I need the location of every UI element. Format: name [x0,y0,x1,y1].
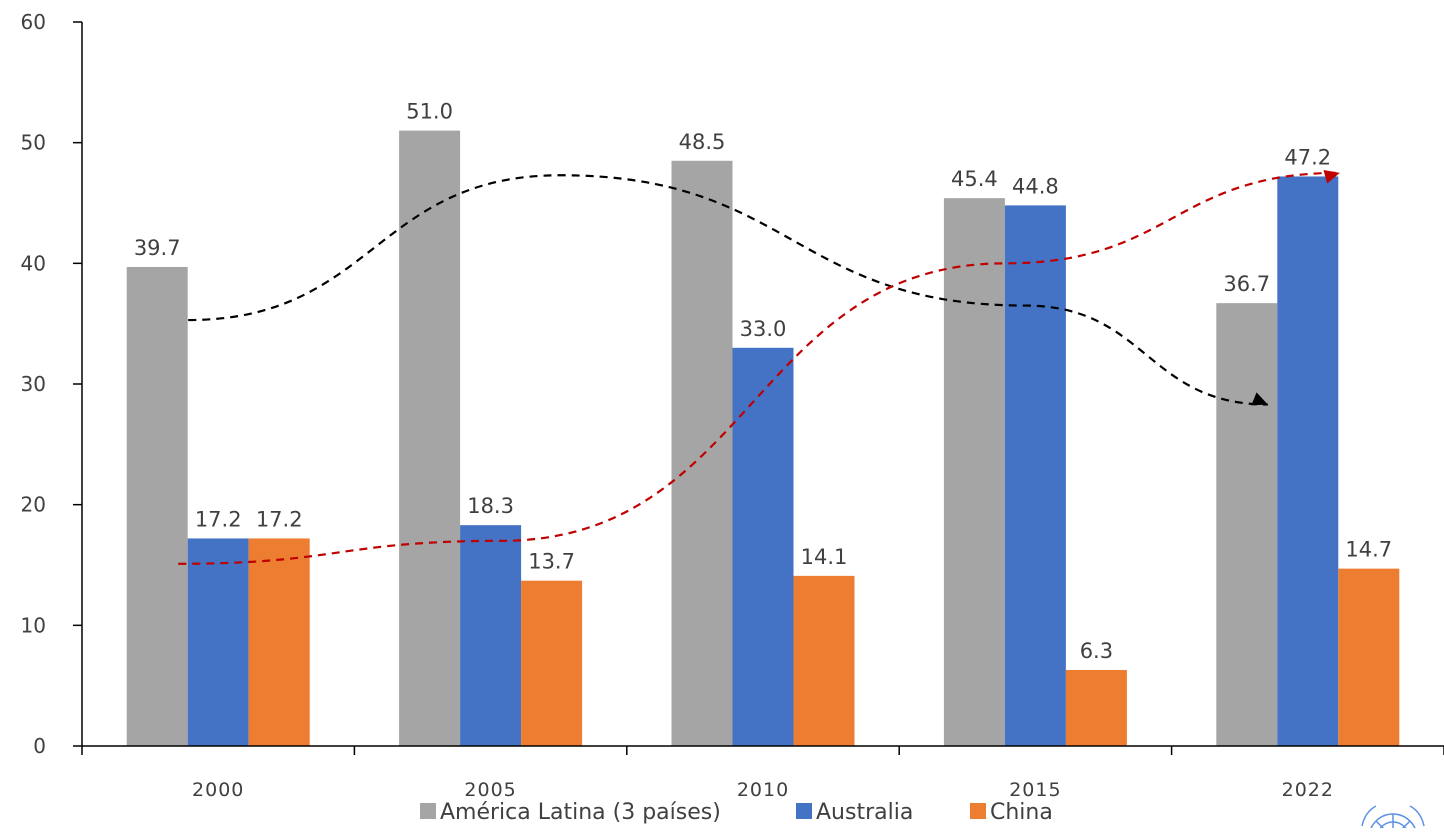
bar [1216,303,1278,746]
bar [1338,568,1400,746]
legend-swatch [970,803,986,819]
un-emblem-icon [1361,805,1425,828]
data-label: 39.7 [134,236,181,260]
data-label: 51.0 [406,100,453,124]
bar [1277,176,1339,746]
data-label: 48.5 [679,130,726,154]
y-tick-label: 20 [21,493,46,517]
legend-label: Australia [816,800,913,825]
y-tick-label: 30 [21,372,46,396]
legend-label: América Latina (3 países) [440,800,721,825]
x-tick-label: 2010 [737,779,789,801]
legend: América Latina (3 países) Australia China [420,800,1053,825]
trend-arrow-australia [178,171,1340,565]
bar [943,198,1005,746]
bar [399,130,461,747]
trend-arrows [178,169,1340,565]
y-tick-label: 40 [21,251,46,275]
data-label: 36.7 [1223,272,1270,296]
y-tick-label: 60 [21,10,46,34]
bar [460,525,522,746]
data-label: 17.2 [256,507,303,531]
data-label: 14.7 [1345,538,1392,562]
bar [732,347,794,746]
bar [248,538,310,746]
data-label: 17.2 [195,507,242,531]
x-axis-ticks: 2000 2005 2010 2015 2022 [81,746,1444,801]
x-tick-label: 2015 [1009,779,1061,801]
x-tick-label: 2022 [1282,779,1334,801]
bar [1004,205,1066,746]
data-label: 13.7 [528,550,575,574]
data-label: 18.3 [467,494,514,518]
y-tick-label: 50 [21,131,46,155]
data-label: 14.1 [801,545,848,569]
bar [187,538,249,746]
x-tick-label: 2005 [464,779,516,801]
trend-arrow-latin-america-head [1251,392,1268,406]
data-label: 45.4 [951,167,998,191]
data-label: 6.3 [1080,639,1113,663]
bar [1065,669,1127,746]
bar [126,266,188,746]
data-label: 47.2 [1284,145,1331,169]
legend-swatch [796,803,812,819]
data-label: 33.0 [740,317,787,341]
bars [126,130,1400,747]
legend-swatch [420,803,436,819]
bar [671,160,733,746]
bar [521,580,583,746]
trend-arrow-latin-america [188,174,1268,406]
y-tick-label: 0 [33,734,46,758]
data-labels: 39.7 51.0 48.5 45.4 36.7 17.2 18.3 33.0 44.8 47.2… [134,100,1392,663]
y-axis-ticks: 0 10 20 30 40 50 60 [21,10,82,758]
axes [81,22,1444,747]
bar [793,575,855,746]
legend-label: China [990,800,1053,825]
x-tick-label: 2000 [192,779,244,801]
y-tick-label: 10 [21,613,46,637]
trend-arrow-australia-head [1323,169,1340,184]
data-label: 44.8 [1012,174,1059,198]
